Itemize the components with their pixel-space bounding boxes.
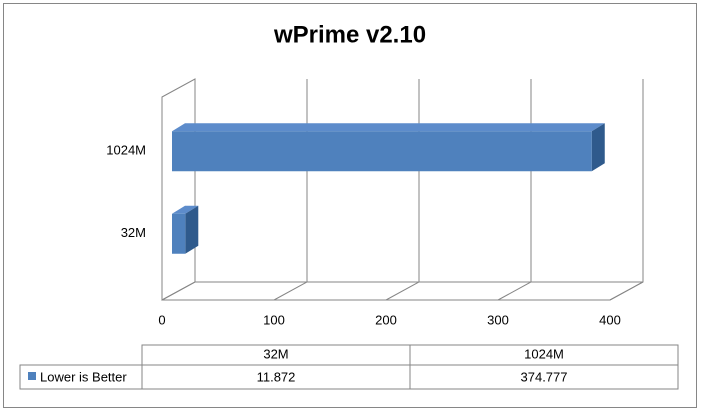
y-tick-label: 1024M (106, 143, 146, 158)
legend-key (28, 372, 36, 380)
y-tick-label: 32M (121, 225, 146, 240)
bar (172, 213, 186, 254)
x-tick-label: 200 (375, 312, 397, 327)
x-tick-label: 300 (487, 312, 509, 327)
x-tick-label: 0 (158, 312, 165, 327)
x-tick-label: 100 (263, 312, 285, 327)
bar-side (591, 123, 605, 172)
bar-top (172, 205, 199, 214)
chart-frame (3, 3, 697, 408)
table-value: 374.777 (521, 369, 568, 384)
chart-title: wPrime v2.10 (273, 21, 426, 48)
x-tick-label: 400 (599, 312, 621, 327)
legend-label: Lower is Better (40, 369, 127, 384)
table-header-label: 32M (263, 346, 288, 361)
table-row (19, 364, 679, 390)
table-value: 11.872 (257, 369, 296, 384)
bar-side (185, 205, 199, 254)
bar (172, 131, 592, 172)
bar-top (172, 123, 605, 132)
table-header-label: 1024M (524, 346, 564, 361)
grid-line (609, 79, 644, 301)
